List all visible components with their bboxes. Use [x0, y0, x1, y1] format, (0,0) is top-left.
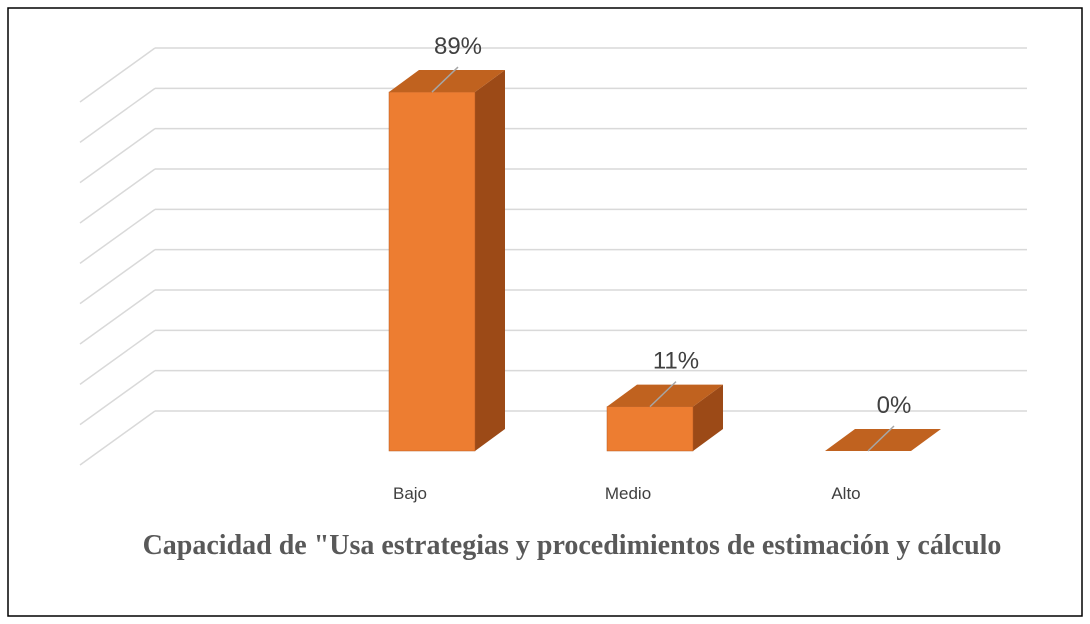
data-label: 0%	[877, 392, 912, 419]
chart-title: Capacidad de "Usa estrategias y procedim…	[142, 530, 1002, 561]
side-grid-line	[79, 87, 156, 143]
side-grid-line	[79, 370, 156, 426]
data-label: 89%	[434, 33, 482, 60]
bar-top	[389, 70, 505, 93]
bar-top	[607, 384, 723, 407]
side-grid-line	[79, 289, 156, 345]
label-leader	[431, 66, 459, 93]
bar	[606, 406, 694, 452]
side-grid-line	[79, 249, 156, 305]
x-tick-label: Alto	[831, 484, 860, 503]
side-grid-line	[79, 47, 156, 103]
bar	[388, 91, 476, 452]
label-leader	[867, 425, 895, 452]
side-grid-line	[79, 128, 156, 184]
bar-side	[693, 384, 723, 451]
side-grid-line	[79, 410, 156, 466]
label-leader	[649, 381, 677, 408]
side-grid-line	[79, 168, 156, 224]
data-label: 11%	[653, 348, 699, 375]
side-grid-line	[79, 329, 156, 385]
bar-top	[825, 429, 941, 451]
chart-border	[7, 7, 1083, 617]
bar-side	[475, 70, 505, 452]
x-tick-label: Bajo	[393, 484, 427, 503]
side-grid-line	[79, 208, 156, 264]
x-tick-label: Medio	[605, 484, 651, 503]
